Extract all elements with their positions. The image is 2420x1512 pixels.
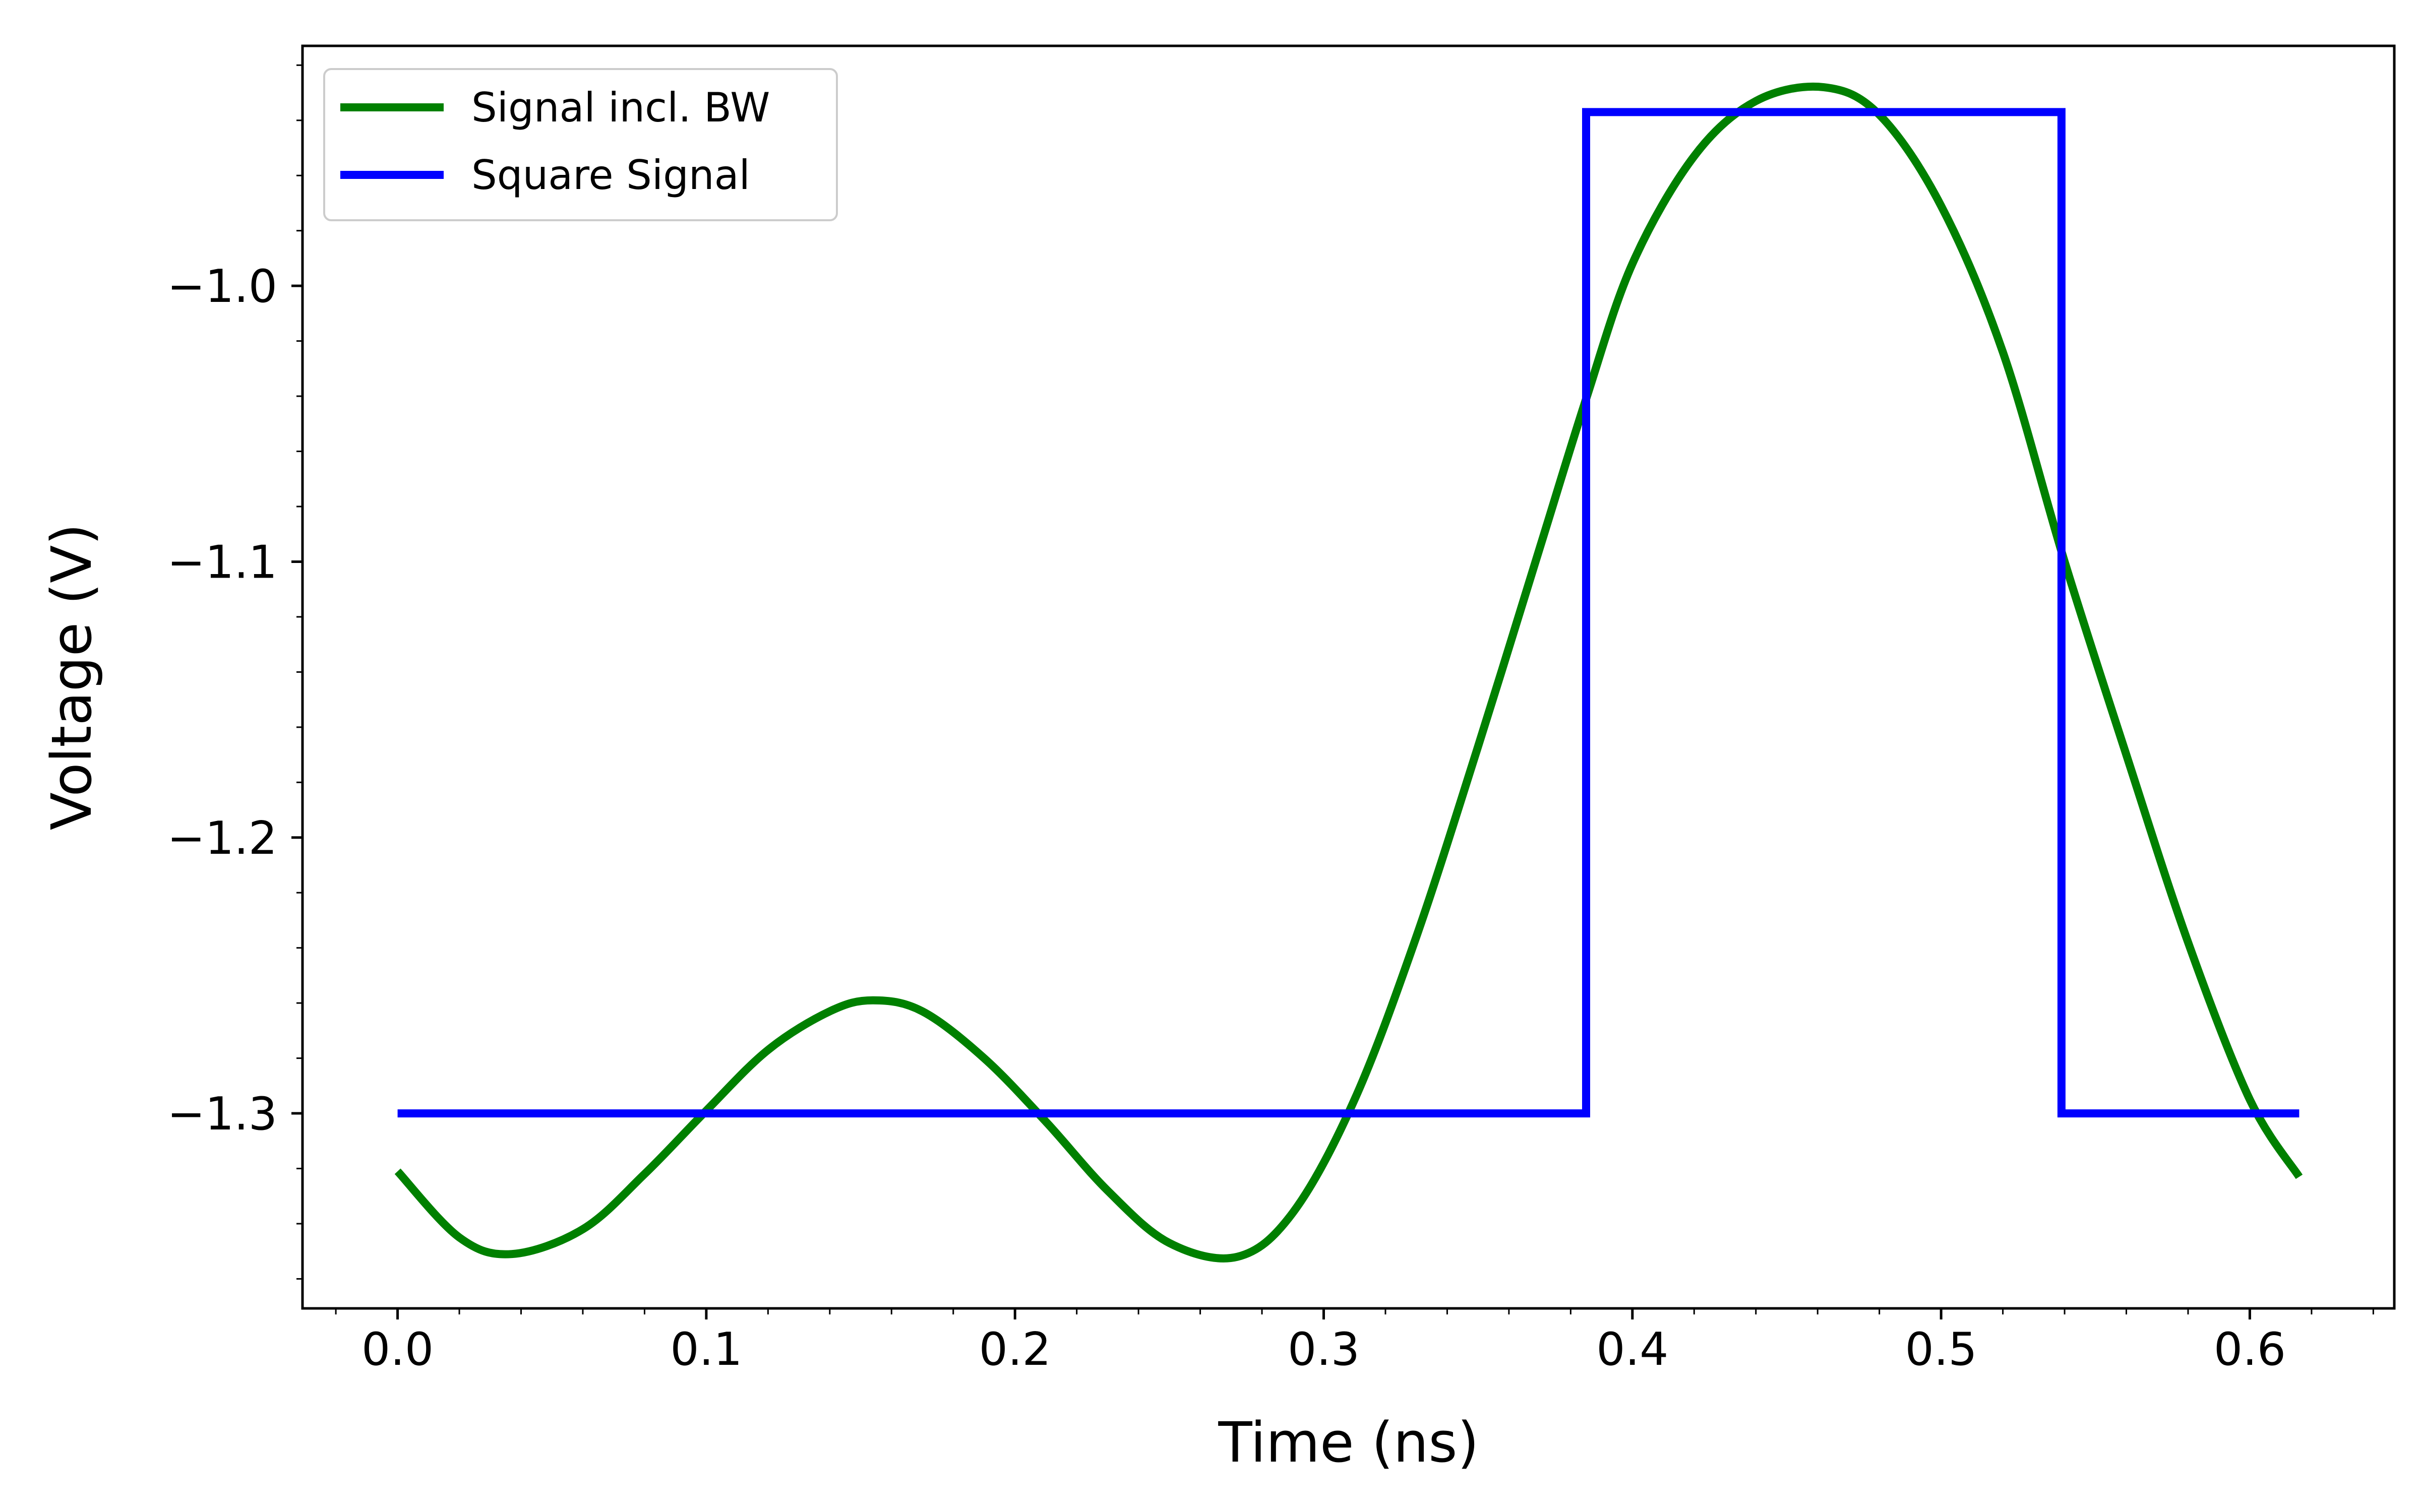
ticks-layer: 0.0 0.1 0.2 0.3 0.4 0.5 0.6 −1.0 −1.1 −1.2 −1.3 xyxy=(167,64,2374,1376)
legend-box xyxy=(323,68,838,221)
x-tick-label-5: 0.5 xyxy=(1905,1323,1977,1376)
legend-label-signal-incl-bw: Signal incl. BW xyxy=(471,84,770,131)
x-tick-label-2: 0.2 xyxy=(979,1323,1051,1376)
x-tick-label-4: 0.4 xyxy=(1596,1323,1668,1376)
legend: Signal incl. BW Square Signal xyxy=(323,68,838,221)
y-tick-label-1: −1.1 xyxy=(167,536,277,589)
x-tick-label-6: 0.6 xyxy=(2214,1323,2286,1376)
x-axis-label: Time (ns) xyxy=(1218,1410,1479,1475)
series-line-signal-incl-bw xyxy=(394,82,2303,1263)
y-tick-label-3: −1.3 xyxy=(167,1088,277,1141)
series-line-square-signal xyxy=(397,108,2300,1118)
x-tick-label-0: 0.0 xyxy=(361,1323,434,1376)
series-layer xyxy=(394,82,2303,1263)
y-tick-label-0: −1.0 xyxy=(167,260,277,313)
x-tick-label-1: 0.1 xyxy=(670,1323,742,1376)
legend-label-square-signal: Square Signal xyxy=(471,152,750,199)
x-tick-label-3: 0.3 xyxy=(1288,1323,1360,1376)
y-tick-label-2: −1.2 xyxy=(167,812,277,865)
y-axis-label: Voltage (V) xyxy=(39,524,104,831)
plot-area-frame xyxy=(301,44,2396,1310)
